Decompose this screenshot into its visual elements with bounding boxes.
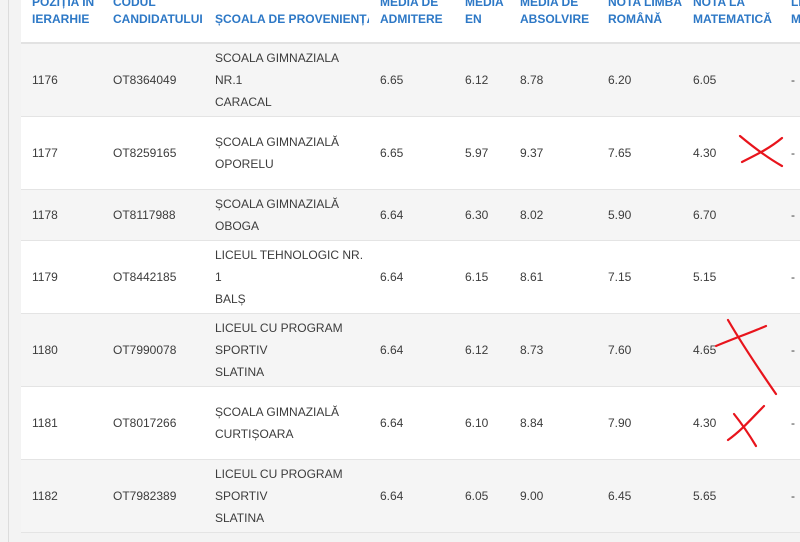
cell-media-admitere: 6.64 [369,386,454,460]
header-scoala[interactable]: ȘCOALA DE PROVENIENȚĂ [204,0,369,44]
left-separator [8,0,9,542]
cell-pozitia: 1179 [21,240,102,314]
header-nota-matematica[interactable]: NOTA LA MATEMATICĂ [682,0,780,44]
cell-media-absolvire: 8.61 [509,240,597,314]
cell-media-absolvire: 8.78 [509,43,597,117]
table-row: 1177 OT8259165 ȘCOALA GIMNAZIALĂ OPORELU … [21,116,800,190]
cell-nota-matematica: 4.65 [682,313,780,387]
cell-media-en: 6.12 [454,43,509,117]
cell-nota-romana: 7.15 [597,240,682,314]
cell-limba-materna: - [780,459,800,533]
cell-cod: OT8117988 [102,189,204,241]
cell-limba-materna: - [780,189,800,241]
cell-media-admitere: 6.64 [369,240,454,314]
cell-pozitia: 1182 [21,459,102,533]
cell-scoala: ȘCOALA GIMNAZIALĂ OPORELU [204,116,369,190]
cell-nota-matematica: 6.70 [682,189,780,241]
cell-scoala: ȘCOALA GIMNAZIALĂ OBOGA [204,189,369,241]
cell-media-admitere: 6.64 [369,189,454,241]
header-media-absolvire[interactable]: MEDIA DE ABSOLVIRE [509,0,597,44]
cell-media-absolvire: 8.02 [509,189,597,241]
results-table-container[interactable]: POZIȚIA ÎN IERARHIE CODUL CANDIDATULUI ȘCO… [21,0,800,542]
cell-pozitia: 1177 [21,116,102,190]
header-media-en[interactable]: MEDIA EN [454,0,509,44]
cell-nota-matematica: 5.65 [682,459,780,533]
cell-nota-romana: 7.60 [597,313,682,387]
cell-media-en: 6.05 [454,459,509,533]
table-row: 1182 OT7982389 LICEUL CU PROGRAM SPORTIV… [21,459,800,533]
cell-limba-materna: - [780,240,800,314]
header-pozitia[interactable]: POZIȚIA ÎN IERARHIE [21,0,102,44]
cell-media-en: 6.30 [454,189,509,241]
table-row: 1179 OT8442185 LICEUL TEHNOLOGIC NR. 1 BA… [21,240,800,314]
cell-media-admitere: 6.65 [369,43,454,117]
cell-limba-materna: - [780,116,800,190]
cell-scoala: SCOALA GIMNAZIALA NR.1 CARACAL [204,43,369,117]
cell-limba-materna: - [780,43,800,117]
header-media-admitere[interactable]: MEDIA DE ADMITERE [369,0,454,44]
cell-nota-romana: 6.20 [597,43,682,117]
results-table: POZIȚIA ÎN IERARHIE CODUL CANDIDATULUI ȘCO… [21,0,800,533]
table-row: 1180 OT7990078 LICEUL CU PROGRAM SPORTIV… [21,313,800,387]
cell-pozitia: 1181 [21,386,102,460]
cell-cod: OT7990078 [102,313,204,387]
cell-media-en: 6.15 [454,240,509,314]
cell-nota-romana: 6.45 [597,459,682,533]
cell-scoala: LICEUL CU PROGRAM SPORTIV SLATINA [204,313,369,387]
cell-nota-matematica: 4.30 [682,116,780,190]
cell-cod: OT8442185 [102,240,204,314]
cell-media-absolvire: 9.00 [509,459,597,533]
cell-nota-romana: 5.90 [597,189,682,241]
header-nota-romana[interactable]: NOTA LIMBA ROMÂNĂ [597,0,682,44]
cell-nota-matematica: 4.30 [682,386,780,460]
cell-cod: OT7982389 [102,459,204,533]
cell-limba-materna: - [780,386,800,460]
header-cod[interactable]: CODUL CANDIDATULUI [102,0,204,44]
cell-limba-materna: - [780,313,800,387]
table-row: 1178 OT8117988 ȘCOALA GIMNAZIALĂ OBOGA 6… [21,189,800,241]
cell-media-admitere: 6.64 [369,313,454,387]
cell-media-absolvire: 8.84 [509,386,597,460]
table-row: 1176 OT8364049 SCOALA GIMNAZIALA NR.1 CAR… [21,43,800,117]
cell-media-admitere: 6.64 [369,459,454,533]
cell-scoala: ȘCOALA GIMNAZIALĂ CURTIȘOARA [204,386,369,460]
cell-scoala: LICEUL CU PROGRAM SPORTIV SLATINA [204,459,369,533]
cell-media-admitere: 6.65 [369,116,454,190]
cell-scoala: LICEUL TEHNOLOGIC NR. 1 BALȘ [204,240,369,314]
header-limba-materna[interactable]: LIM [780,0,800,44]
cell-pozitia: 1180 [21,313,102,387]
cell-cod: OT8259165 [102,116,204,190]
cell-nota-matematica: 5.15 [682,240,780,314]
cell-nota-romana: 7.90 [597,386,682,460]
cell-media-en: 5.97 [454,116,509,190]
cell-nota-matematica: 6.05 [682,43,780,117]
cell-pozitia: 1178 [21,189,102,241]
cell-media-absolvire: 9.37 [509,116,597,190]
cell-media-en: 6.10 [454,386,509,460]
cell-pozitia: 1176 [21,43,102,117]
table-header-row: POZIȚIA ÎN IERARHIE CODUL CANDIDATULUI ȘCO… [21,0,800,44]
cell-nota-romana: 7.65 [597,116,682,190]
cell-media-en: 6.12 [454,313,509,387]
cell-media-absolvire: 8.73 [509,313,597,387]
page-left-margin [0,0,8,542]
cell-cod: OT8017266 [102,386,204,460]
table-row: 1181 OT8017266 ȘCOALA GIMNAZIALĂ CURTIȘOA… [21,386,800,460]
cell-cod: OT8364049 [102,43,204,117]
